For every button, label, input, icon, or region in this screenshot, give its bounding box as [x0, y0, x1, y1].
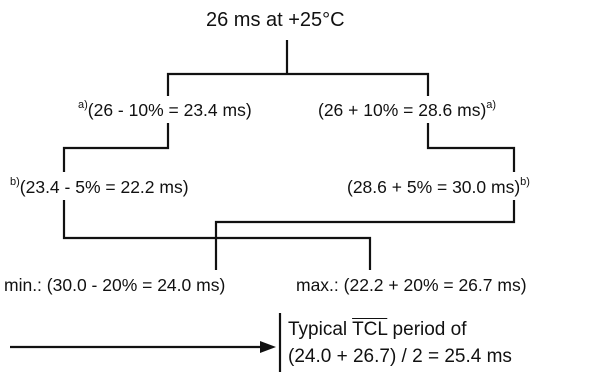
- cross-line-to-min: [214, 200, 516, 270]
- tcl-signal-name: TCL: [352, 319, 388, 340]
- result-suffix: period of: [387, 319, 467, 340]
- result-typical-period: Typical TCL period of: [288, 318, 467, 341]
- node-plus-5-percent: (28.6 + 5% = 30.0 ms)b): [347, 176, 530, 198]
- footnote-a: a): [78, 99, 88, 111]
- result-formula: (24.0 + 26.7) / 2 = 25.4 ms: [288, 346, 512, 367]
- node-expression: (28.6 + 5% = 30.0 ms): [347, 177, 521, 197]
- node-plus-10-percent: (26 + 10% = 28.6 ms)a): [318, 99, 497, 121]
- node-expression: (26 - 10% = 23.4 ms): [87, 100, 252, 120]
- right-branch-line: [426, 123, 516, 172]
- title-label: 26 ms at +25°C: [206, 9, 345, 31]
- node-minus-5-percent: b)(23.4 - 5% = 22.2 ms): [10, 176, 189, 198]
- node-min-value: min.: (30.0 - 20% = 24.0 ms): [4, 275, 226, 295]
- node-max-value: max.: (22.2 + 20% = 26.7 ms): [296, 275, 527, 295]
- arrow-head: [260, 341, 276, 353]
- node-expression: (23.4 - 5% = 22.2 ms): [19, 177, 189, 197]
- result-prefix: Typical: [288, 319, 353, 340]
- footnote-b: b): [520, 176, 530, 188]
- footnote-b: b): [10, 176, 20, 188]
- left-branch-line: [62, 123, 170, 172]
- footnote-a: a): [486, 99, 497, 111]
- node-minus-10-percent: a)(26 - 10% = 23.4 ms): [78, 99, 252, 121]
- node-expression: (26 + 10% = 28.6 ms): [318, 100, 487, 120]
- split-line-level1: [166, 72, 430, 96]
